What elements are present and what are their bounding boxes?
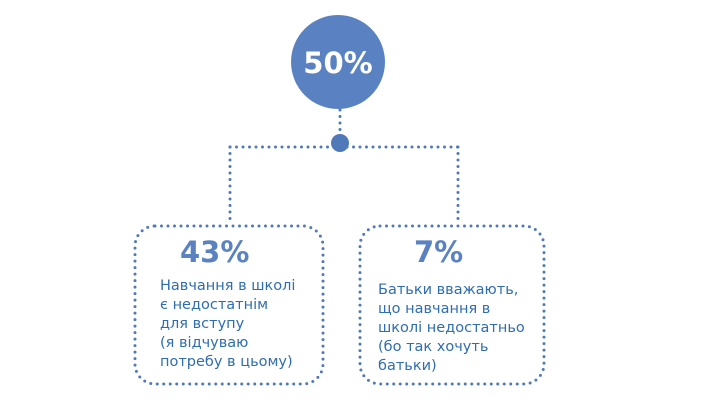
branch-text: є недостатнім xyxy=(160,297,268,313)
branch-box xyxy=(358,224,546,386)
branch-text: батьки) xyxy=(378,358,437,374)
branch-percent: 7% xyxy=(414,235,463,269)
branch-text: що навчання в xyxy=(378,301,490,317)
branch-text: школі недостатньо xyxy=(378,320,525,336)
root-circle xyxy=(291,15,385,109)
branch-text: потребу в цьому) xyxy=(160,354,293,370)
branch-text: (бо так хочуть xyxy=(378,339,488,355)
branch-box xyxy=(133,224,325,386)
branch-percent: 43% xyxy=(180,235,249,269)
junction xyxy=(331,134,349,152)
root-label: 50% xyxy=(303,46,372,80)
branch-text: Навчання в школі xyxy=(160,278,295,294)
branch-text: (я відчуваю xyxy=(160,335,248,351)
branch-text: для вступу xyxy=(160,316,245,332)
branch-text: Батьки вважають, xyxy=(378,282,518,298)
